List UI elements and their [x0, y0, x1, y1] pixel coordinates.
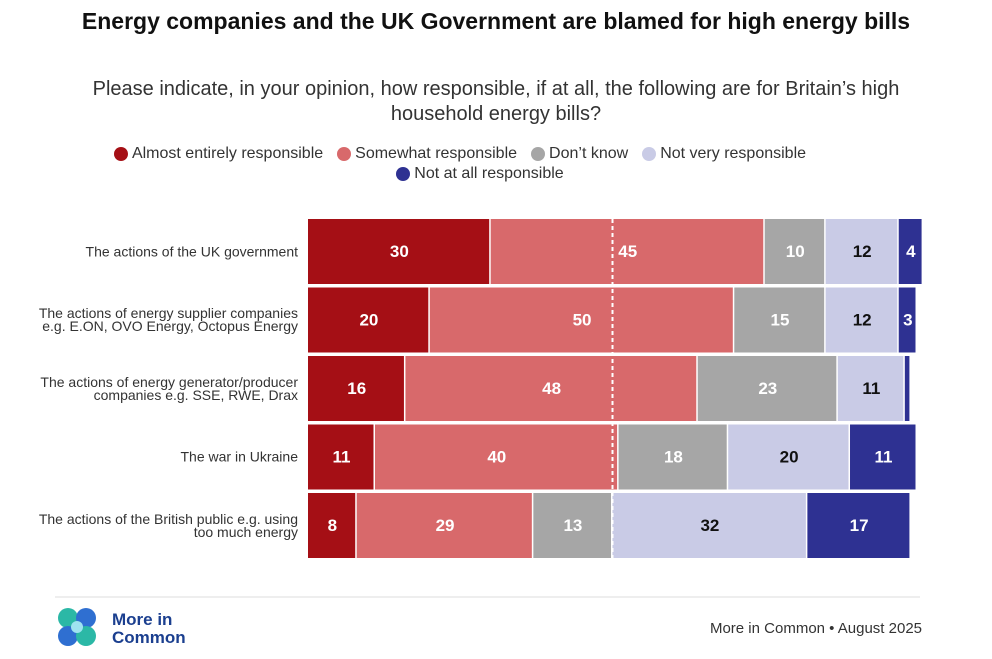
legend-swatch	[113, 147, 128, 161]
data-label: 20	[780, 447, 799, 466]
bar-segment	[308, 356, 404, 421]
legend-label: Don’t know	[549, 145, 629, 162]
data-label: 29	[436, 516, 455, 535]
data-label: 8	[328, 516, 337, 535]
category-label: The actions of energy generator/producer…	[40, 373, 298, 403]
bar-segment	[807, 493, 910, 558]
bar-segment	[429, 287, 733, 353]
legend-item: Somewhat responsible	[337, 145, 517, 163]
legend-swatch	[642, 147, 657, 161]
data-label: 3	[903, 310, 912, 329]
category-label: The war in Ukraine	[180, 448, 299, 465]
legend-item: Don’t know	[531, 145, 628, 163]
data-label: 13	[563, 516, 582, 535]
legend-label: Not at all responsible	[414, 165, 564, 182]
bar-segment	[618, 424, 727, 490]
bar-segment	[405, 356, 697, 421]
data-label: 50	[573, 310, 592, 329]
bar-segment	[308, 287, 429, 353]
legend-item: Almost entirely responsible	[113, 145, 324, 163]
bar-segment	[904, 356, 910, 421]
data-label: 11	[862, 379, 880, 398]
bar-segment	[825, 287, 898, 353]
data-label: 45	[618, 242, 637, 261]
bar-segment	[734, 287, 825, 353]
data-label: 11	[875, 447, 893, 466]
legend-swatch	[396, 167, 411, 181]
bar-segment	[697, 356, 837, 421]
chart-title: Energy companies and the UK Government a…	[81, 8, 911, 34]
data-label: 40	[487, 447, 506, 466]
data-label: 12	[853, 242, 872, 261]
data-label: 18	[664, 447, 683, 466]
data-label: 48	[542, 379, 561, 398]
bar-segment	[837, 356, 904, 421]
bar-segment	[764, 219, 825, 284]
data-label: 20	[359, 310, 378, 329]
logo-mark	[58, 608, 96, 646]
bar-segment	[825, 219, 898, 284]
legend-label: Almost entirely responsible	[131, 145, 324, 162]
bar-segment	[490, 219, 764, 284]
bar-segment	[308, 219, 490, 284]
legend: Almost entirely responsible Somewhat resp…	[40, 145, 920, 183]
bar-segment	[898, 219, 922, 284]
bar-segment	[308, 493, 356, 558]
data-label: 11	[333, 447, 351, 466]
data-label: 30	[390, 242, 409, 261]
data-label: 15	[771, 310, 790, 329]
category-label: The actions of energy supplier companies…	[38, 305, 298, 334]
data-label: 32	[700, 516, 719, 535]
legend-swatch	[337, 147, 352, 161]
category-label: The actions of the British public e.g. u…	[38, 510, 298, 540]
bar-segment	[850, 424, 916, 490]
legend-label: Somewhat responsible	[355, 145, 518, 162]
data-label: 16	[347, 379, 366, 398]
bar-segment	[308, 424, 374, 490]
bar-segment	[728, 424, 849, 490]
legend-label: Not very responsible	[660, 145, 807, 162]
data-label: 17	[850, 516, 869, 535]
bar-segment	[612, 493, 806, 558]
bar-segment	[374, 424, 618, 490]
data-label: 10	[786, 242, 805, 261]
bar-segment	[898, 287, 916, 353]
category-label: The actions of the UK government	[85, 243, 298, 259]
chart-subtitle: Please indicate, in your opinion, how re…	[92, 78, 900, 125]
legend-item: Not at all responsible	[396, 165, 564, 183]
data-label: 12	[853, 310, 872, 329]
bar-segment	[356, 493, 532, 558]
logo-text: More in Common	[112, 610, 186, 647]
data-label: 23	[758, 379, 777, 398]
legend-item: Not very responsible	[642, 145, 806, 163]
data-label: 4	[906, 242, 916, 261]
legend-swatch	[531, 147, 546, 161]
source: More in Common • August 2025	[709, 620, 922, 637]
bar-segment	[533, 493, 611, 558]
